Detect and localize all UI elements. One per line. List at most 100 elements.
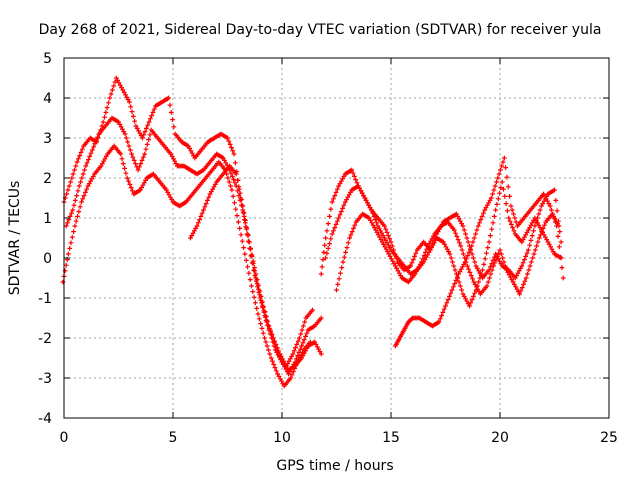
data-point xyxy=(469,251,475,257)
data-point xyxy=(338,209,344,214)
data-point xyxy=(552,187,557,193)
data-point xyxy=(502,194,508,199)
data-point xyxy=(451,227,457,233)
data-point xyxy=(327,241,332,246)
data-point xyxy=(92,141,98,146)
data-point xyxy=(232,200,237,206)
data-point xyxy=(333,222,339,227)
data-point xyxy=(119,156,125,162)
data-point xyxy=(203,201,209,206)
data-point xyxy=(66,183,72,189)
data-point xyxy=(270,358,275,364)
data-point xyxy=(318,315,324,321)
data-point xyxy=(324,228,330,234)
data-point xyxy=(507,194,512,199)
y-tick-label: 3 xyxy=(43,131,52,147)
data-point xyxy=(496,171,502,177)
data-point xyxy=(471,255,476,261)
data-point xyxy=(449,287,455,293)
data-point xyxy=(73,163,79,169)
data-point xyxy=(74,159,80,165)
data-point xyxy=(343,250,349,255)
data-point xyxy=(437,316,443,322)
data-point xyxy=(268,355,274,361)
data-point xyxy=(72,223,78,229)
data-point xyxy=(560,275,566,281)
data-point xyxy=(69,210,74,216)
x-tick-label: 10 xyxy=(273,430,291,446)
data-point xyxy=(443,303,448,309)
data-point xyxy=(456,279,462,285)
data-point xyxy=(495,175,501,181)
data-point xyxy=(259,326,265,331)
data-point xyxy=(477,220,482,226)
data-point xyxy=(524,250,530,256)
data-point xyxy=(523,275,529,281)
data-point xyxy=(128,104,134,110)
data-point xyxy=(170,117,175,122)
data-point xyxy=(232,180,238,186)
data-point xyxy=(65,220,70,226)
data-point xyxy=(536,211,542,217)
data-point xyxy=(301,337,307,342)
data-point xyxy=(350,170,356,176)
data-point xyxy=(332,193,338,198)
data-point xyxy=(78,150,84,155)
grid-lines xyxy=(64,58,609,418)
series-track-6 xyxy=(323,179,564,309)
data-point xyxy=(72,198,78,203)
x-tick-label: 25 xyxy=(600,430,618,446)
data-point xyxy=(419,259,424,265)
data-point xyxy=(86,157,91,162)
data-point xyxy=(140,154,146,160)
data-point xyxy=(469,297,475,302)
data-point xyxy=(100,119,106,125)
data-point xyxy=(323,235,328,241)
data-point xyxy=(482,256,488,262)
data-point xyxy=(75,156,81,162)
data-point xyxy=(71,229,76,234)
data-point xyxy=(167,102,173,108)
data-point xyxy=(494,254,500,259)
data-point xyxy=(501,186,506,192)
data-point xyxy=(142,151,148,157)
data-point xyxy=(413,250,419,256)
data-point xyxy=(82,190,88,195)
data-point xyxy=(486,239,492,245)
data-point xyxy=(331,228,336,234)
data-point xyxy=(553,198,559,203)
data-point xyxy=(143,146,149,152)
data-point xyxy=(468,273,474,278)
data-point xyxy=(518,288,524,294)
data-point xyxy=(243,258,249,263)
data-point xyxy=(492,260,498,266)
data-point xyxy=(451,263,457,269)
data-point xyxy=(344,245,350,250)
data-point xyxy=(471,235,477,241)
data-point xyxy=(69,234,75,240)
data-point xyxy=(251,267,257,273)
data-point xyxy=(510,225,516,230)
data-point xyxy=(452,281,458,286)
data-point xyxy=(539,229,545,234)
data-point xyxy=(233,206,239,212)
data-point xyxy=(79,175,85,181)
data-point xyxy=(270,339,276,345)
data-point xyxy=(236,219,241,225)
data-point xyxy=(371,214,377,219)
data-point xyxy=(266,327,272,333)
data-point xyxy=(547,203,553,209)
series-track-8 xyxy=(392,155,566,349)
data-point xyxy=(466,250,472,255)
data-point xyxy=(491,263,496,269)
data-point xyxy=(557,229,563,234)
data-point xyxy=(340,259,346,265)
data-point xyxy=(310,307,315,313)
data-point xyxy=(334,218,340,224)
data-point xyxy=(79,146,85,152)
data-point xyxy=(267,351,273,357)
data-point xyxy=(503,165,509,170)
data-point xyxy=(478,271,484,277)
data-point xyxy=(488,271,494,277)
data-point xyxy=(495,196,501,202)
